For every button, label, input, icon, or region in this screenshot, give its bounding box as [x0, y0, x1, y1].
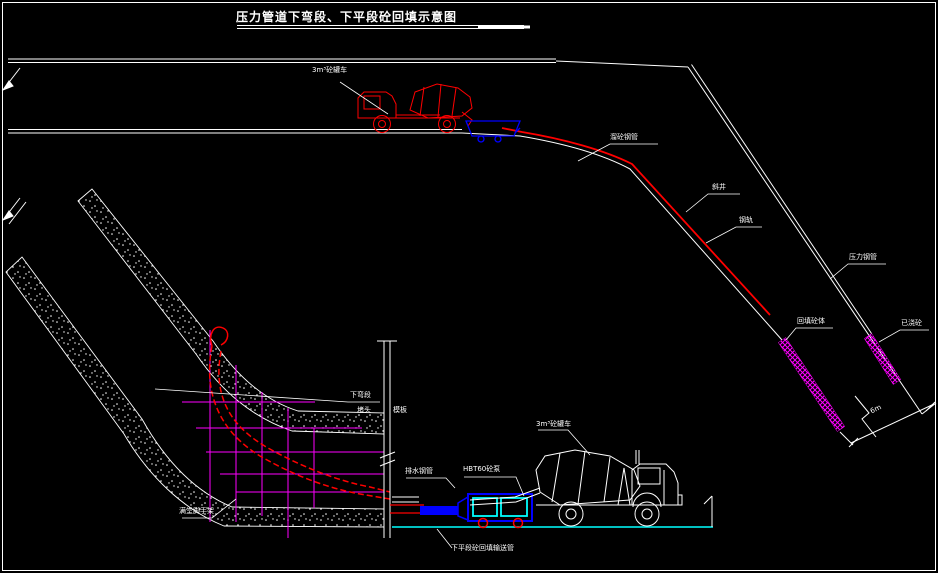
backfill-band-lower — [777, 337, 846, 432]
lining-band-inner — [77, 188, 385, 435]
scaffold-grid — [182, 330, 384, 538]
leader-lines — [154, 81, 929, 549]
label-shaft: 斜井 — [712, 183, 726, 191]
slope-dimension — [839, 395, 937, 448]
label-chute-pipe: 溜砼钢管 — [610, 133, 638, 141]
label-formwork: 模板 — [393, 406, 407, 414]
label-mixer-top: 3m³砼罐车 — [312, 66, 348, 74]
concrete-pump — [420, 493, 533, 529]
label-backfill: 回填砼体 — [797, 317, 825, 325]
concrete-chute-pipe — [501, 127, 771, 316]
upper-adit — [8, 58, 689, 134]
label-pump: HBT60砼泵 — [463, 465, 501, 473]
backfill-band-upper — [863, 333, 902, 385]
bulkhead-wall — [377, 340, 419, 538]
title-underline — [237, 25, 530, 29]
label-bulkhead: 堵头 — [357, 406, 371, 414]
label-drain-pipe: 排水钢管 — [405, 467, 433, 475]
floor-end-mark — [703, 495, 713, 527]
label-penstock: 压力钢管 — [849, 253, 877, 261]
label-scaffold: 满堂脚手架 — [179, 507, 214, 515]
label-delivery-pipe: 下平段砼回填输送管 — [451, 544, 514, 552]
label-rail: 钢轨 — [739, 216, 753, 224]
label-mixer-bottom: 3m³砼罐车 — [536, 420, 572, 428]
drawing-title: 压力管道下弯段、下平段砼回填示意图 — [236, 10, 458, 24]
pipe-stub — [390, 504, 424, 514]
inclined-shaft — [461, 64, 923, 415]
label-lower-bend: 下弯段 — [350, 391, 371, 399]
penstock-bend-pipe — [208, 345, 391, 500]
break-marks — [1, 67, 27, 225]
receiving-hopper — [465, 120, 521, 143]
label-poured: 已浇砼 — [901, 319, 922, 327]
mixer-truck-top — [357, 83, 473, 133]
pipe-hook-end — [210, 326, 229, 347]
mixer-truck-bottom — [469, 449, 683, 527]
